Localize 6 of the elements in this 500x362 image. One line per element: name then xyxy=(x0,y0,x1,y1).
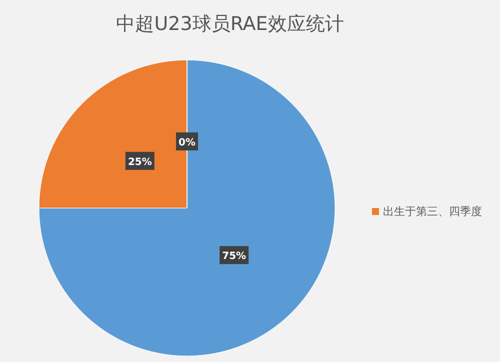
chart-title: 中超U23球员RAE效应统计 xyxy=(116,13,344,35)
data-label: 75% xyxy=(222,251,246,262)
legend-label: 出生于第三、四季度 xyxy=(383,205,482,218)
pie-slice xyxy=(38,60,336,356)
data-label: 25% xyxy=(128,156,152,168)
text: 0% xyxy=(178,137,196,148)
